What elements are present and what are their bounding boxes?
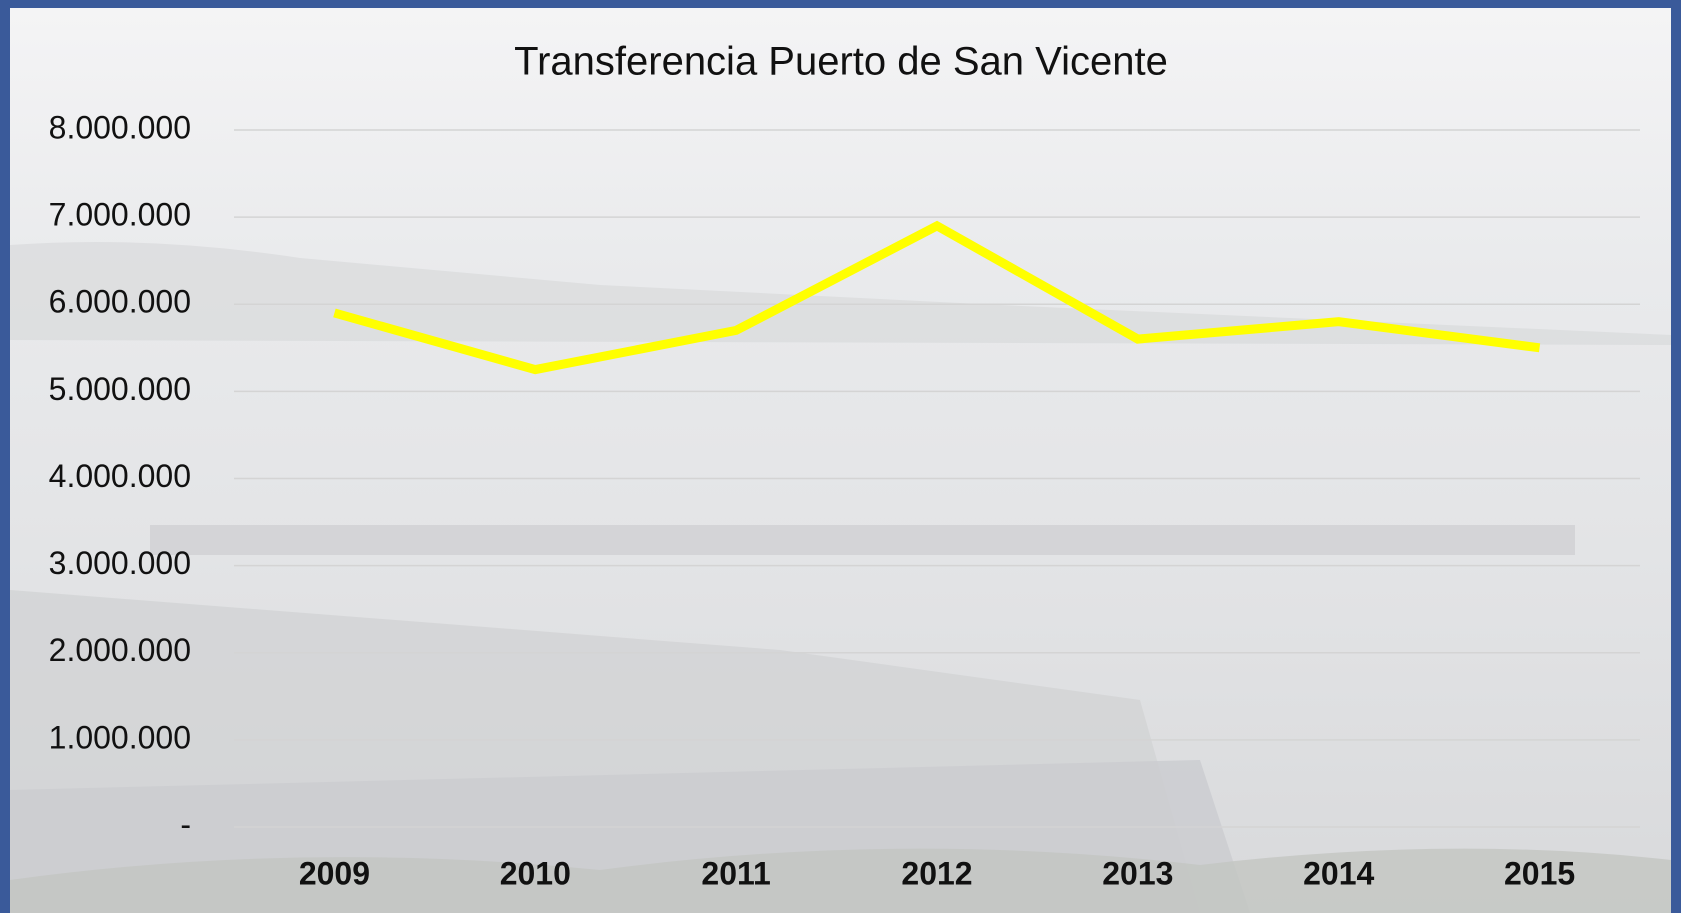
chart-title: Transferencia Puerto de San Vicente [514, 40, 1168, 84]
y-tick-label: 4.000.000 [49, 458, 191, 494]
y-tick-label: 3.000.000 [49, 545, 191, 581]
y-tick-label: 8.000.000 [49, 109, 191, 145]
y-tick-label: 1.000.000 [49, 719, 191, 755]
x-tick-label: 2009 [299, 855, 370, 891]
x-tick-label: 2010 [500, 855, 571, 891]
x-tick-label: 2011 [701, 855, 770, 891]
y-tick-label: 7.000.000 [49, 197, 191, 233]
y-tick-label: - [180, 806, 191, 842]
x-tick-label: 2015 [1504, 855, 1575, 891]
chart: Transferencia Puerto de San Vicente - 1.0… [0, 0, 1681, 913]
x-tick-label: 2013 [1102, 855, 1173, 891]
y-tick-label: 6.000.000 [49, 284, 191, 320]
pier [150, 525, 1575, 555]
x-tick-label: 2014 [1303, 855, 1374, 891]
y-tick-label: 5.000.000 [49, 371, 191, 407]
y-tick-label: 2.000.000 [49, 632, 191, 668]
x-tick-label: 2012 [901, 855, 972, 891]
